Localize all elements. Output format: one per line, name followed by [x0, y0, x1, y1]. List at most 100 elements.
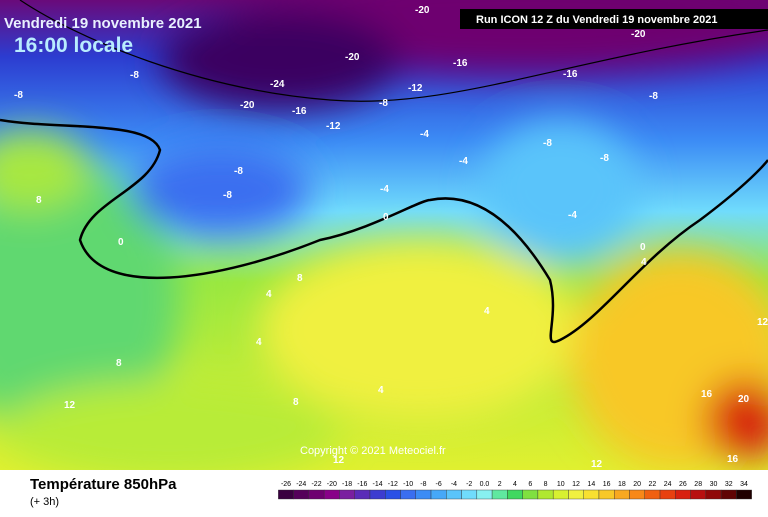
legend-label: 28: [694, 481, 702, 488]
legend-swatch: [278, 489, 294, 500]
contour-label: -20: [415, 5, 430, 16]
legend-swatch: [736, 489, 752, 500]
legend-swatch: [369, 489, 386, 500]
legend-label: -12: [388, 481, 398, 488]
contour-label: 8: [36, 195, 42, 206]
legend-swatch: [675, 489, 691, 500]
run-box: [460, 9, 768, 29]
contour-label: 12: [757, 317, 768, 328]
contour-label: -12: [326, 121, 341, 132]
legend-label: 10: [557, 481, 565, 488]
legend-label: 8: [544, 481, 548, 488]
legend-label: 2: [498, 481, 502, 488]
legend-label: -2: [466, 481, 472, 488]
contour-label: -8: [379, 98, 388, 109]
contour-labels: -8 -8 -20 -24 -16 -12 -12 -16 -16 -8 -8 -4 -4 -8 -8 -8 -…: [14, 5, 768, 470]
contour-label: 12: [333, 455, 345, 466]
contour-label: -8: [130, 70, 139, 81]
contour-label: 0: [118, 237, 124, 248]
date: Vendredi 19 novembre 2021: [4, 15, 202, 32]
contour-label: -24: [270, 79, 285, 90]
legend-swatch: [446, 489, 462, 500]
legend-label: -10: [403, 481, 413, 488]
contour-label: 4: [256, 337, 262, 348]
legend-label: -20: [327, 481, 337, 488]
legend-swatch: [461, 489, 478, 500]
contour-label: -20: [240, 100, 255, 111]
legend-label: 6: [528, 481, 532, 488]
contour-label: -8: [649, 91, 658, 102]
legend: -26 -24 -22 -20 -18 -16 -14 -12 -10 -8 -6 -4 -2 0.0 2 4…: [278, 481, 752, 500]
footer-step: (+ 3h): [30, 496, 59, 508]
legend-label: 16: [603, 481, 611, 488]
legend-label: 0.0: [480, 481, 490, 488]
legend-swatch: [537, 489, 554, 500]
contour-label: -20: [631, 29, 646, 40]
legend-label: 12: [572, 481, 580, 488]
time: 16:00 locale: [14, 34, 133, 57]
legend-label: 24: [664, 481, 672, 488]
legend-swatch: [339, 489, 355, 500]
legend-swatch: [308, 489, 325, 500]
legend-swatch: [507, 489, 523, 500]
legend-swatch: [354, 489, 371, 500]
contour-label: 0: [383, 212, 389, 223]
legend-swatch: [629, 489, 645, 500]
legend-swatch: [522, 489, 539, 500]
contour-label: -8: [223, 190, 232, 201]
run-info: Run ICON 12 Z du Vendredi 19 novembre 20…: [476, 14, 717, 26]
legend-swatch: [552, 489, 569, 500]
contour-label: 8: [297, 273, 303, 284]
contour-label: 4: [266, 289, 272, 300]
contour-label: -8: [234, 166, 243, 177]
legend-swatch: [323, 489, 340, 500]
legend-swatch: [598, 489, 615, 500]
legend-swatch: [293, 489, 310, 500]
contour-label: 4: [641, 257, 647, 268]
legend-swatch: [690, 489, 707, 500]
legend-swatch: [385, 489, 401, 500]
legend-label: -24: [296, 481, 306, 488]
contour-label: 16: [727, 454, 739, 465]
contour-label: 0: [640, 242, 646, 253]
legend-swatch: [644, 489, 661, 500]
contour-label: -8: [600, 153, 609, 164]
legend-label: -18: [342, 481, 352, 488]
contour-label: 12: [591, 459, 603, 470]
legend-swatch: [491, 489, 508, 500]
legend-label: -8: [420, 481, 426, 488]
legend-label: -14: [373, 481, 383, 488]
legend-label: 14: [587, 481, 595, 488]
contour-label: -8: [14, 90, 23, 101]
legend-label: 22: [649, 481, 657, 488]
legend-swatch: [400, 489, 416, 500]
legend-label: -16: [357, 481, 367, 488]
contour-label: 20: [738, 394, 750, 405]
contour-label: 8: [293, 397, 299, 408]
contour-label: 8: [116, 358, 122, 369]
legend-swatch: [430, 489, 447, 500]
legend-swatch: [476, 489, 493, 500]
legend-swatch: [583, 489, 600, 500]
contour-label: -8: [543, 138, 552, 149]
legend-label: 18: [618, 481, 626, 488]
contour-label: 16: [701, 389, 713, 400]
copyright: Copyright © 2021 Meteociel.fr: [300, 445, 446, 457]
legend-swatch: [705, 489, 722, 500]
contour-label: -4: [420, 129, 429, 140]
contour-label: 4: [378, 385, 384, 396]
contour-label: -20: [345, 52, 360, 63]
contour-label: -16: [453, 58, 468, 69]
footer-title: Température 850hPa: [30, 476, 177, 493]
legend-label: 32: [725, 481, 733, 488]
temperature-field: [0, 0, 768, 480]
contour-label: -4: [380, 184, 389, 195]
legend-label: -22: [311, 481, 321, 488]
contour-label: 4: [484, 306, 490, 317]
contour-label: -12: [408, 83, 423, 94]
legend-label: 30: [710, 481, 718, 488]
legend-swatch: [720, 489, 737, 500]
contour-label: -16: [292, 106, 307, 117]
